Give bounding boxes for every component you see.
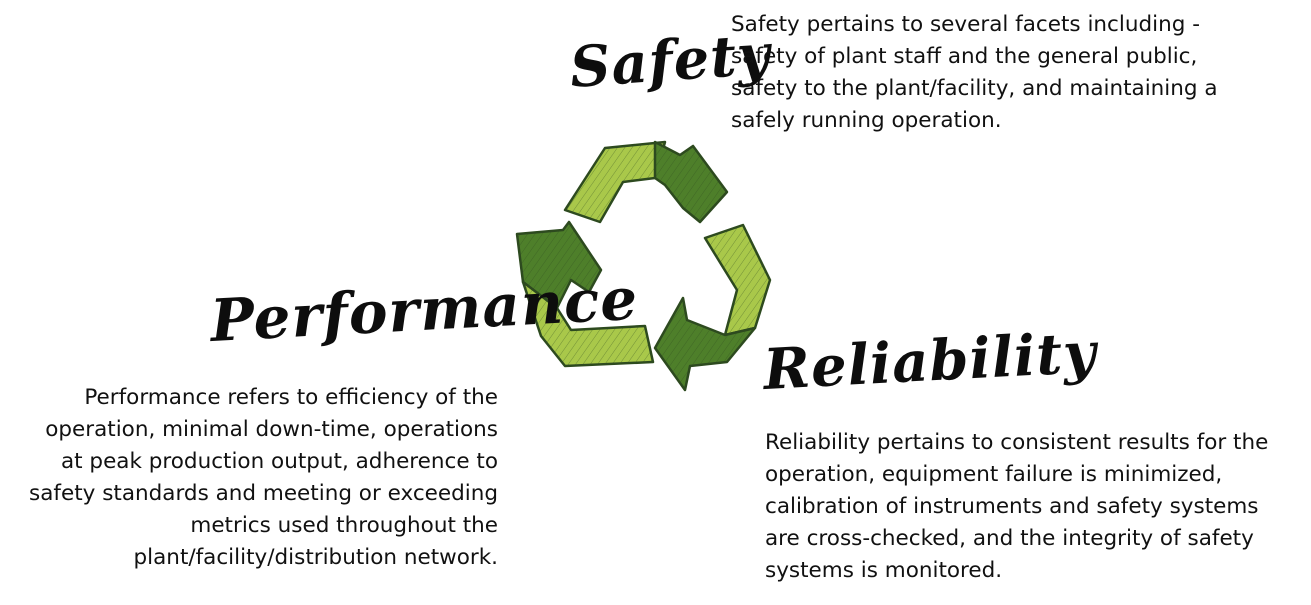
safety-description-line: safety of plant staff and the general pu… (731, 44, 1198, 69)
performance-description-line: metrics used throughout the (190, 513, 498, 538)
right-arrow (653, 223, 772, 392)
reliability-description-line: calibration of instruments and safety sy… (765, 494, 1259, 519)
performance-description-line: operation, minimal down-time, operations (45, 417, 498, 442)
top-arrow (563, 140, 729, 224)
reliability-description: Reliability pertains to consistent resul… (765, 427, 1268, 587)
safety-description-line: safety to the plant/facility, and mainta… (731, 76, 1218, 101)
reliability-description-line: Reliability pertains to consistent resul… (765, 430, 1269, 455)
reliability-heading: Reliability (761, 319, 1099, 403)
performance-description-line: at peak production output, adherence to (60, 449, 498, 474)
left-arrow (515, 220, 655, 368)
reliability-description-line: are cross-checked, and the integrity of … (765, 526, 1254, 551)
reliability-description-line: systems is monitored. (765, 558, 1003, 583)
safety-description: Safety pertains to several facets includ… (731, 9, 1218, 137)
performance-description-line: safety standards and meeting or exceedin… (29, 481, 498, 506)
performance-description: Performance refers to efficiency of the … (0, 382, 498, 574)
performance-description-line: plant/facility/distribution network. (133, 545, 498, 570)
safety-description-line: safely running operation. (731, 108, 1002, 133)
performance-description-line: Performance refers to efficiency of the (84, 385, 498, 410)
safety-description-line: Safety pertains to several facets includ… (731, 12, 1200, 37)
recycle-arrows-icon (515, 140, 772, 392)
reliability-description-line: operation, equipment failure is minimize… (765, 462, 1223, 487)
